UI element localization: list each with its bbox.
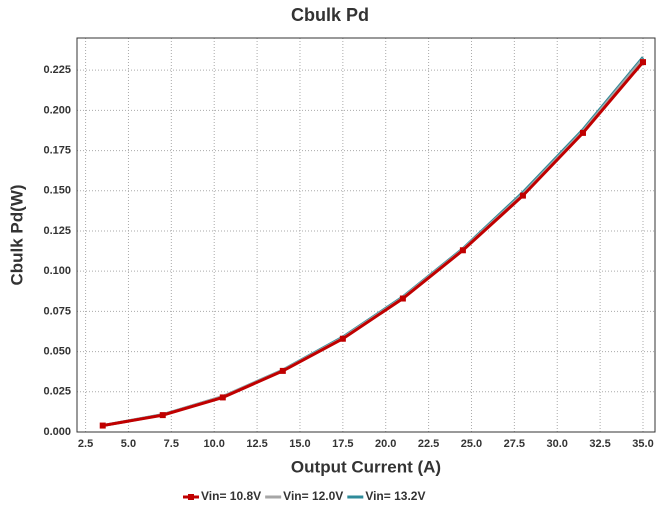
point-marker	[579, 129, 586, 136]
legend-label: Vin= 13.2V	[365, 489, 425, 503]
y-tick-label: 0.200	[43, 104, 71, 116]
legend-label: Vin= 12.0V	[283, 489, 343, 503]
point-marker	[639, 59, 646, 66]
point-marker	[219, 394, 226, 401]
y-tick-label: 0.000	[43, 426, 71, 438]
y-tick-label: 0.075	[43, 305, 71, 317]
legend-marker	[188, 494, 194, 500]
x-tick-label: 30.0	[547, 438, 568, 450]
plot-frame	[76, 37, 656, 433]
point-marker	[339, 335, 346, 342]
chart-title: Cbulk Pd	[291, 5, 369, 25]
point-marker	[459, 247, 466, 254]
x-tick-label: 10.0	[203, 438, 224, 450]
legend-label: Vin= 10.8V	[201, 489, 261, 503]
x-tick-label: 2.5	[78, 438, 93, 450]
y-tick-label: 0.125	[43, 225, 71, 237]
x-axis-label: Output Current (A)	[291, 457, 441, 476]
x-tick-label: 27.5	[504, 438, 525, 450]
y-tick-label: 0.175	[43, 144, 71, 156]
y-tick-label: 0.050	[43, 345, 71, 357]
x-tick-label: 22.5	[418, 438, 439, 450]
x-tick-label: 15.0	[289, 438, 310, 450]
point-marker	[159, 412, 166, 419]
x-tick-label: 12.5	[246, 438, 267, 450]
x-tick-label: 17.5	[332, 438, 353, 450]
x-tick-label: 7.5	[164, 438, 179, 450]
y-tick-label: 0.025	[43, 386, 71, 398]
x-tick-label: 32.5	[589, 438, 610, 450]
series-line	[102, 61, 645, 428]
point-marker	[519, 192, 526, 199]
x-tick-label: 5.0	[121, 438, 136, 450]
point-marker	[279, 367, 286, 374]
x-tick-label: 35.0	[632, 438, 653, 450]
point-marker	[399, 295, 406, 302]
point-marker	[99, 422, 106, 429]
x-tick-label: 20.0	[375, 438, 396, 450]
y-tick-label: 0.225	[43, 64, 71, 76]
x-tick-label: 25.0	[461, 438, 482, 450]
y-axis-label: Cbulk Pd(W)	[7, 184, 26, 285]
series-line	[102, 57, 645, 428]
series-line	[102, 56, 645, 428]
y-tick-label: 0.100	[43, 265, 71, 277]
y-tick-label: 0.150	[43, 185, 71, 197]
